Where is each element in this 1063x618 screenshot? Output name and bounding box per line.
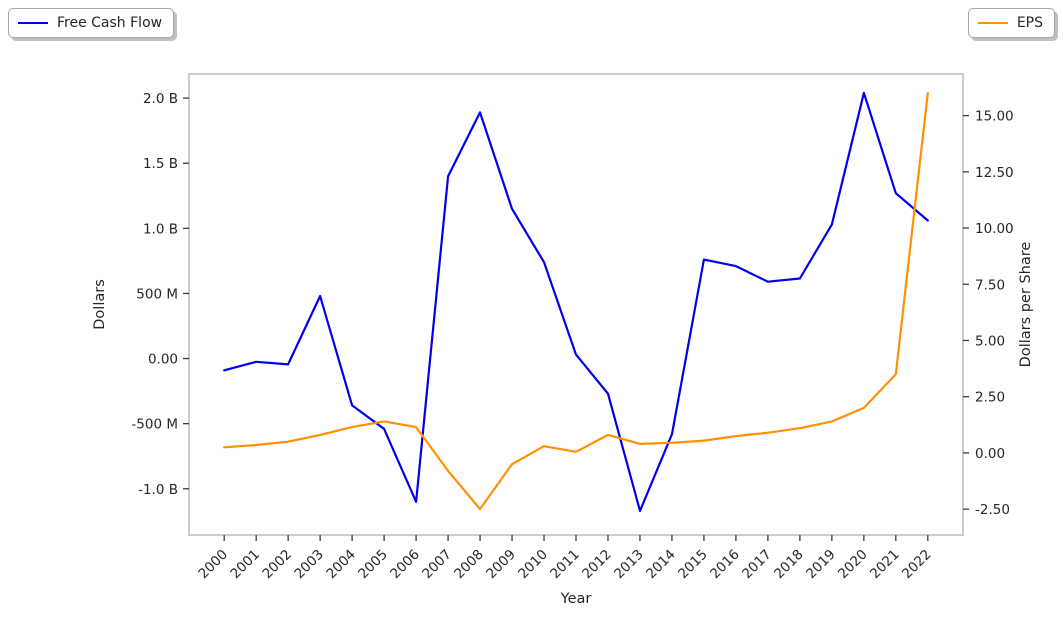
x-axis-tick-label: 2013 (611, 547, 647, 583)
x-axis-tick-label: 2002 (259, 547, 295, 583)
x-axis-tick-label: 2015 (675, 547, 711, 583)
left-axis-tick-label: 0.00 (148, 352, 178, 368)
left-axis-tick-label: -500 M (131, 417, 178, 433)
x-axis-tick-label: 2005 (355, 547, 391, 583)
x-axis-tick-label: 2012 (579, 547, 615, 583)
x-axis-tick-label: 2016 (707, 547, 743, 583)
x-axis-tick-label: 2018 (771, 547, 807, 583)
x-axis-tick-label: 2009 (483, 547, 519, 583)
legend-eps-label: EPS (1016, 15, 1043, 31)
fcf-line-swatch (18, 22, 48, 24)
right-axis-tick-label: -2.50 (975, 502, 1010, 518)
left-axis-tick-label: 500 M (136, 286, 178, 302)
x-axis-tick-label: 2008 (451, 547, 487, 583)
x-axis-tick-label: 2014 (643, 547, 679, 583)
x-axis-title: Year (560, 591, 592, 607)
left-axis-tick-label: 1.5 B (143, 156, 178, 172)
right-axis-tick-label: 15.00 (975, 109, 1014, 125)
left-axis-title: Dollars (92, 279, 108, 330)
x-axis-tick-label: 2011 (547, 547, 583, 583)
legend-free-cash-flow: Free Cash Flow (8, 8, 175, 38)
x-axis-tick-label: 2022 (899, 547, 935, 583)
x-axis-tick-label: 2020 (835, 547, 871, 583)
x-axis-tick-label: 2004 (323, 547, 359, 583)
right-axis-tick-label: 12.50 (975, 165, 1014, 181)
x-axis-tick-label: 2006 (387, 547, 423, 583)
right-axis-tick-label: 10.00 (975, 221, 1014, 237)
eps-line (223, 91, 929, 511)
right-axis-tick-label: 0.00 (975, 446, 1005, 462)
left-axis-tick-label: 2.0 B (143, 91, 178, 107)
x-axis-tick-label: 2007 (419, 547, 455, 583)
x-axis-tick-label: 2019 (803, 547, 839, 583)
x-axis-tick-label: 2000 (195, 547, 231, 583)
x-axis-tick-label: 2003 (291, 547, 327, 583)
eps-line-swatch (977, 22, 1008, 24)
left-axis-tick-label: 1.0 B (143, 221, 178, 237)
right-axis-tick-label: 7.50 (975, 277, 1005, 293)
legend-free-cash-flow-label: Free Cash Flow (57, 15, 163, 31)
right-axis-title: Dollars per Share (1018, 242, 1034, 368)
right-axis-tick-label: 2.50 (975, 390, 1005, 406)
x-axis-tick-label: 2017 (739, 547, 775, 583)
left-axis-tick-label: -1.0 B (138, 482, 178, 498)
free-cash-flow-line (223, 91, 929, 512)
x-axis-tick-label: 2001 (227, 547, 263, 583)
legend-eps: EPS (967, 8, 1055, 38)
x-axis-tick-label: 2010 (515, 547, 551, 583)
plot-frame (188, 73, 964, 536)
right-axis-tick-label: 5.00 (975, 333, 1005, 349)
x-axis-tick-label: 2021 (867, 547, 903, 583)
